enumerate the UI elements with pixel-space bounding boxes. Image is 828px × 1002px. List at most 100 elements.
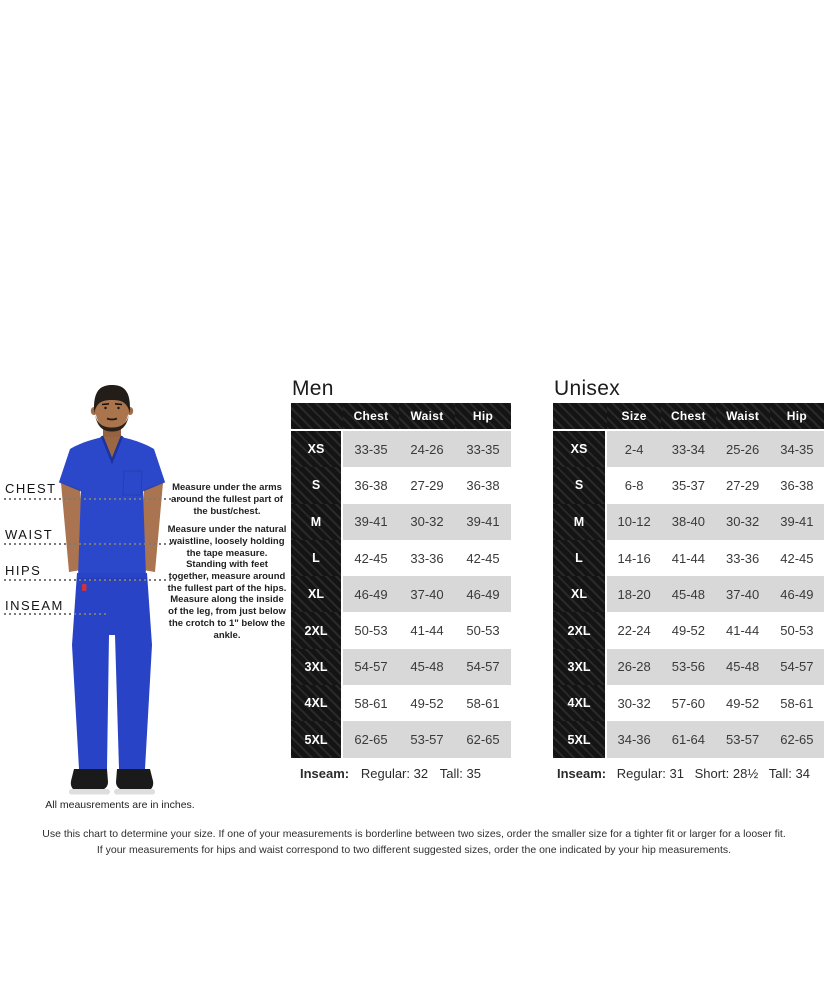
measurement-cell: 42-45 xyxy=(769,539,824,577)
measurement-cell: 50-53 xyxy=(455,612,511,649)
waist-measure-line xyxy=(4,543,178,545)
units-footnote: All meausrements are in inches. xyxy=(45,799,195,811)
column-header: Hip xyxy=(769,403,824,429)
column-header: Size xyxy=(607,403,662,429)
measurement-cell: 54-57 xyxy=(769,648,824,686)
measurement-cell: 42-45 xyxy=(343,539,399,577)
measurement-cell: 62-65 xyxy=(455,721,511,758)
men-table-title: Men xyxy=(292,377,334,400)
measurement-cell: 2-4 xyxy=(607,431,662,468)
hips-description: Standing with feet together, measure aro… xyxy=(167,559,287,594)
size-label: 2XL xyxy=(291,612,343,649)
measurement-cell: 38-40 xyxy=(661,503,716,540)
size-label: M xyxy=(553,503,607,540)
measurement-cell: 33-36 xyxy=(399,539,455,577)
measurement-cell: 49-52 xyxy=(399,685,455,722)
measurement-cell: 10-12 xyxy=(607,503,662,540)
column-header: Hip xyxy=(455,403,511,429)
measurement-cell: 46-49 xyxy=(343,576,399,613)
chest-description: Measure under the arms around the fulles… xyxy=(171,482,283,517)
measurement-cell: 54-57 xyxy=(455,648,511,686)
size-label: 3XL xyxy=(291,648,343,686)
sizing-instructions: Use this chart to determine your size. I… xyxy=(0,826,828,859)
measurement-cell: 58-61 xyxy=(769,685,824,722)
measurement-cell: 41-44 xyxy=(661,539,716,577)
unisex-table-title: Unisex xyxy=(554,377,620,400)
men-table-body: XS 33-35 24-26 33-35 S 36-38 27-29 36-38 M 39-41 3… xyxy=(291,431,511,758)
inseam-regular: Regular: 32 xyxy=(360,765,429,781)
table-header-corner xyxy=(291,403,343,429)
measurement-cell: 24-26 xyxy=(399,431,455,468)
size-label: XS xyxy=(291,431,343,468)
measurement-cell: 27-29 xyxy=(399,467,455,504)
measurement-cell: 42-45 xyxy=(455,539,511,577)
waist-description: Measure under the natural waistline, loo… xyxy=(167,524,287,559)
column-header: Chest xyxy=(661,403,716,429)
measurement-cell: 33-36 xyxy=(715,539,770,577)
measurement-cell: 27-29 xyxy=(715,467,770,504)
measurement-cell: 58-61 xyxy=(455,685,511,722)
chest-measure-line xyxy=(4,498,180,500)
size-label: 2XL xyxy=(553,612,607,649)
measurement-cell: 36-38 xyxy=(769,467,824,504)
measurement-cell: 26-28 xyxy=(607,648,662,686)
measurement-cell: 53-57 xyxy=(715,721,770,758)
measurement-cell: 58-61 xyxy=(343,685,399,722)
inseam-description: Measure along the inside of the leg, fro… xyxy=(168,594,286,641)
inseam-label: Inseam: xyxy=(300,765,350,781)
size-label: XS xyxy=(553,431,607,468)
measurement-cell: 33-35 xyxy=(455,431,511,468)
measurement-diagram: CHEST WAIST HIPS INSEAM Measure under th… xyxy=(0,380,292,828)
size-label: L xyxy=(553,539,607,577)
column-header: Chest xyxy=(343,403,399,429)
measurement-cell: 39-41 xyxy=(455,503,511,540)
inseam-label: Inseam: xyxy=(557,765,607,781)
inseam-short: Short: 28½ xyxy=(694,765,759,781)
measurement-cell: 30-32 xyxy=(715,503,770,540)
measurement-cell: 53-57 xyxy=(399,721,455,758)
measurement-cell: 41-44 xyxy=(399,612,455,649)
measurement-cell: 30-32 xyxy=(399,503,455,540)
measurement-cell: 39-41 xyxy=(769,503,824,540)
measurement-cell: 62-65 xyxy=(769,721,824,758)
measure-label-inseam: INSEAM xyxy=(5,598,64,613)
inseam-measure-line xyxy=(4,613,106,615)
size-label: S xyxy=(553,467,607,504)
size-label: XL xyxy=(291,576,343,613)
size-label: XL xyxy=(553,576,607,613)
unisex-inseam-row: Inseam: Regular: 31 Short: 28½ Tall: 34 xyxy=(553,766,824,781)
measurement-cell: 53-56 xyxy=(661,648,716,686)
unisex-size-table: Unisex Size Chest Waist Hip XS 2-4 33-34 25-26… xyxy=(553,377,824,781)
measurement-cell: 25-26 xyxy=(715,431,770,468)
measure-label-chest: CHEST xyxy=(5,481,57,496)
measurement-cell: 41-44 xyxy=(715,612,770,649)
unisex-table-header: Size Chest Waist Hip xyxy=(553,403,824,429)
measurement-cell: 45-48 xyxy=(399,648,455,686)
measurement-cell: 54-57 xyxy=(343,648,399,686)
size-label: 5XL xyxy=(291,721,343,758)
unisex-table-body: XS 2-4 33-34 25-26 34-35 S 6-8 35-37 27-29 36-38 M… xyxy=(553,431,824,758)
measurement-cell: 49-52 xyxy=(661,612,716,649)
measurement-cell: 37-40 xyxy=(399,576,455,613)
measurement-cell: 14-16 xyxy=(607,539,662,577)
measurement-cell: 34-36 xyxy=(607,721,662,758)
men-inseam-row: Inseam: Regular: 32 Tall: 35 xyxy=(291,766,511,781)
measurement-cell: 46-49 xyxy=(455,576,511,613)
size-label: 4XL xyxy=(291,685,343,722)
measurement-cell: 62-65 xyxy=(343,721,399,758)
measurement-cell: 33-35 xyxy=(343,431,399,468)
measurement-cell: 37-40 xyxy=(715,576,770,613)
measurement-cell: 34-35 xyxy=(769,431,824,468)
size-label: M xyxy=(291,503,343,540)
sizing-instructions-line1: Use this chart to determine your size. I… xyxy=(42,828,786,840)
measurement-cell: 39-41 xyxy=(343,503,399,540)
table-header-corner xyxy=(553,403,607,429)
size-label: S xyxy=(291,467,343,504)
size-label: 5XL xyxy=(553,721,607,758)
measurement-cell: 33-34 xyxy=(661,431,716,468)
men-table-header: Chest Waist Hip xyxy=(291,403,511,429)
men-size-table: Men Chest Waist Hip XS 33-35 24-26 33-35 S 36-3… xyxy=(291,377,511,781)
size-label: 3XL xyxy=(553,648,607,686)
measurement-cell: 35-37 xyxy=(661,467,716,504)
measure-label-hips: HIPS xyxy=(5,563,42,578)
